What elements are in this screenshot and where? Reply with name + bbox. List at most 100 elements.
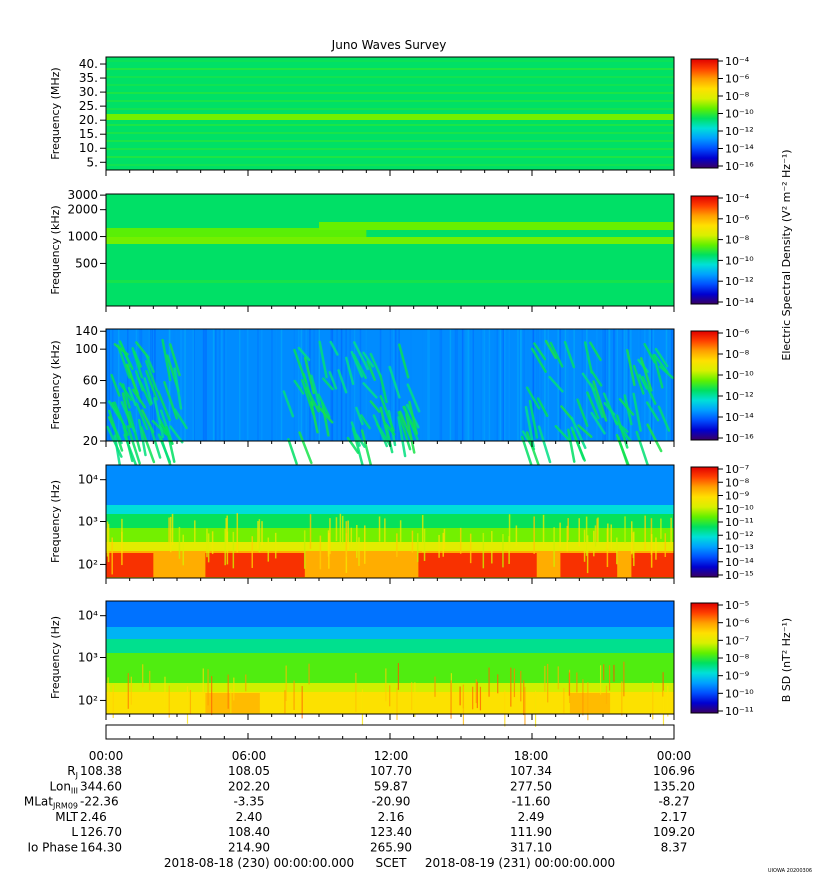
spectral-streak [581, 329, 584, 441]
emission-streak [360, 429, 374, 471]
spectral-streak [317, 329, 319, 441]
emission-streak [110, 373, 121, 397]
colorbar-tick-label: 10⁻¹⁶ [725, 432, 754, 445]
ephemeris-value: 317.10 [510, 841, 552, 855]
y-tick-label: 500 [75, 256, 98, 270]
emission-streak [657, 405, 671, 432]
ephemeris-label-main: L [71, 825, 78, 839]
ephemeris-label-main: Io Phase [27, 841, 78, 855]
transition-band [106, 505, 674, 514]
y-tick-label: 10⁴ [78, 609, 98, 623]
spectral-streak [358, 537, 360, 566]
spectral-streak [267, 537, 270, 562]
spectral-streak [239, 329, 241, 441]
spectral-streak [450, 680, 452, 719]
colorbar-3: 10⁻⁶ 10⁻⁸ 10⁻¹⁰ 10⁻¹² 10⁻¹⁴ 10⁻¹⁶ [690, 327, 754, 445]
ephemeris-value: 111.90 [510, 825, 552, 839]
colorbar-tick-label: 10⁻¹² [725, 275, 754, 288]
spectral-streak [173, 329, 175, 441]
spectral-streak [319, 535, 322, 570]
chart-title: Juno Waves Survey [331, 38, 447, 52]
spectral-streak [148, 329, 151, 441]
spectral-streak [232, 531, 235, 569]
spectral-streak [469, 533, 472, 564]
emission-streak [537, 425, 552, 464]
spectral-streak [524, 686, 526, 725]
spectral-streak [650, 534, 653, 568]
colorbar-tick-label: 10⁻⁴ [725, 55, 750, 68]
spectral-streak [106, 60, 674, 62]
spectral-streak [568, 672, 570, 696]
spectral-streak [106, 140, 674, 142]
spectral-streak [106, 124, 674, 126]
spectral-streak [246, 329, 249, 441]
spectral-streak [108, 685, 110, 707]
spectral-streak [336, 329, 338, 441]
emission-streak [379, 374, 388, 404]
spectral-streak [607, 523, 609, 549]
spectral-streak [497, 674, 499, 694]
emission-streak [317, 405, 334, 424]
spectral-streak [533, 516, 535, 554]
spectral-streak [345, 521, 348, 557]
spectral-streak [603, 664, 605, 681]
spectral-streak [284, 690, 286, 714]
emission-streak [375, 422, 392, 447]
ephemeris-value: 108.38 [80, 764, 122, 778]
emission-streak [126, 425, 141, 465]
spectral-streak [488, 329, 491, 441]
spectral-streak [106, 329, 109, 441]
emission-streak [121, 392, 132, 429]
spectral-streak [667, 685, 669, 717]
y-tick-label: 5. [87, 155, 98, 169]
colorbar-tick-label: 10⁻¹³ [725, 543, 754, 556]
spectrogram-panel-5: 10⁴ 10³ 10² Frequency (Hz) [49, 600, 675, 727]
emission-streak [388, 365, 401, 399]
emission-streak [397, 416, 407, 458]
colorbar-tick-label: 10⁻¹⁴ [725, 143, 754, 156]
spectral-streak [671, 329, 674, 441]
spectral-streak [107, 523, 110, 563]
emission-streak [153, 397, 165, 439]
time-label: 00:00 [657, 749, 692, 763]
spectral-streak [257, 521, 259, 549]
colorbar-tick-label: 10⁻¹⁰ [725, 254, 754, 267]
y-axis-label: Frequency (kHz) [49, 340, 62, 429]
y-tick-label: 100 [75, 342, 98, 356]
spectral-streak [532, 329, 535, 441]
spectral-streak [544, 665, 546, 692]
emission-streak [652, 353, 664, 389]
spectral-streak [112, 685, 114, 718]
colorbar-tick-label: 10⁻⁶ [725, 213, 750, 226]
spectral-streak [471, 329, 474, 441]
emission-streak [346, 436, 360, 454]
emission-streak [137, 418, 147, 457]
spectral-streak [107, 677, 109, 705]
spectral-streak [652, 681, 654, 720]
emission-streak [156, 390, 171, 422]
spectral-streak [171, 513, 174, 546]
emission-streak [301, 379, 315, 416]
spectral-streak [411, 682, 413, 710]
emission-streak [536, 397, 549, 417]
spectral-streak [184, 329, 186, 441]
emission-streak [602, 392, 618, 426]
start-time: 2018-08-18 (230) 00:00:00.000 [164, 856, 354, 870]
spectral-streak [483, 329, 486, 441]
spectral-streak [168, 685, 170, 718]
spectral-streak [638, 329, 640, 441]
emission-streak [384, 424, 394, 454]
ephemeris-value: 265.90 [370, 841, 412, 855]
spectral-streak [329, 518, 331, 555]
emission-streak [145, 354, 155, 373]
spectral-streak [106, 148, 674, 150]
emission-streak [282, 390, 295, 418]
emission-streak [143, 377, 153, 405]
spectral-streak [364, 525, 366, 564]
emission-band [106, 114, 674, 120]
spectral-streak [106, 521, 109, 557]
emission-streak [297, 346, 311, 362]
spectral-streak [226, 515, 228, 545]
colorbar-tick-label: 10⁻⁶ [725, 617, 750, 630]
emission-streak [641, 375, 657, 405]
